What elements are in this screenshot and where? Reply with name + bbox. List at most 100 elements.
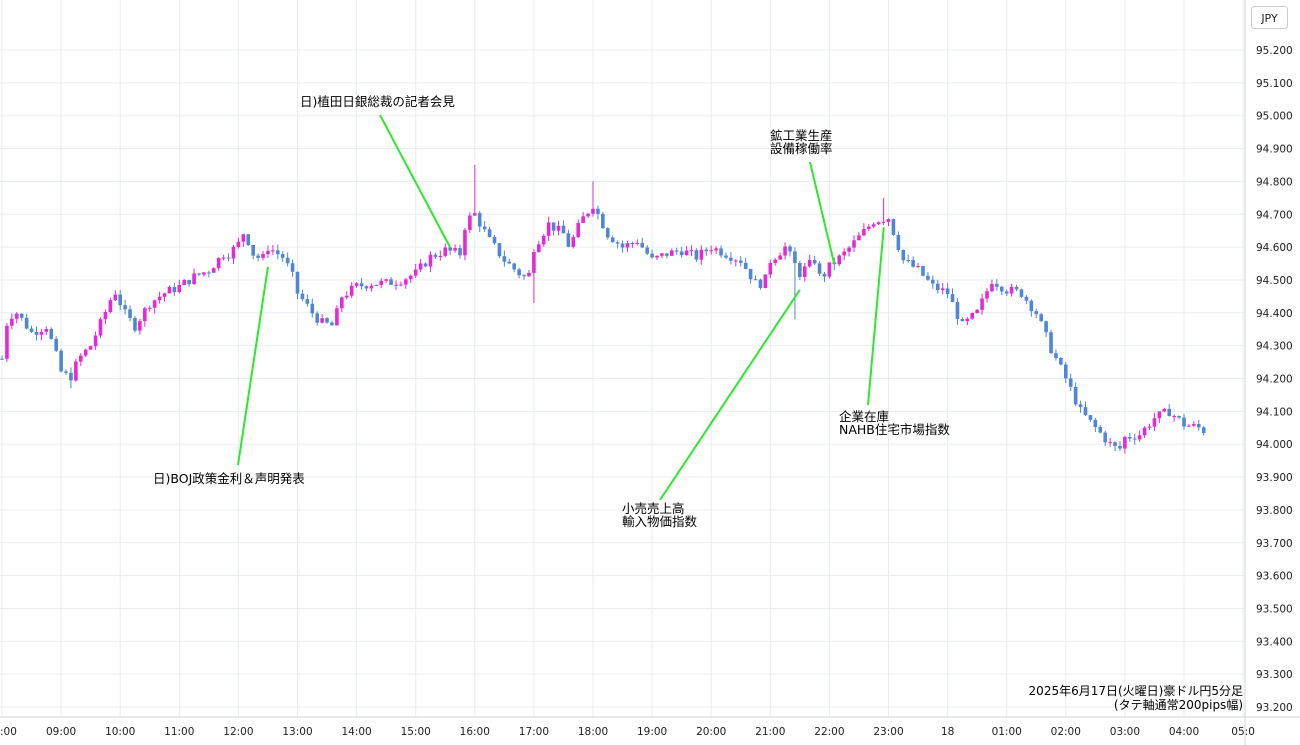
candle (69, 367, 73, 389)
candle-body (231, 246, 236, 259)
candle (758, 278, 763, 290)
candle (507, 258, 512, 264)
candle-body (512, 263, 516, 270)
candle (576, 219, 581, 238)
candle (1128, 432, 1132, 442)
candle (773, 258, 778, 266)
candle-body (108, 300, 113, 313)
candle-body (852, 240, 856, 248)
currency-label[interactable]: JPY (1251, 6, 1288, 29)
annotation-line (659, 289, 801, 501)
candle-body (571, 237, 576, 247)
candle (1113, 441, 1117, 452)
candle-body (1201, 427, 1206, 434)
candle-body (605, 228, 610, 238)
candle (1108, 437, 1112, 447)
candle-body (502, 256, 507, 262)
candle-body (802, 266, 807, 278)
candle-body (1137, 435, 1142, 440)
candle-body (315, 313, 319, 323)
candle (970, 312, 975, 320)
candle (354, 282, 359, 288)
candle-body (586, 213, 590, 217)
candle (34, 326, 39, 341)
candle (527, 269, 531, 277)
candle (162, 292, 167, 302)
y-tick-label: 94.500 (1256, 275, 1293, 287)
candle (192, 268, 196, 285)
candle-body (5, 325, 9, 359)
candle-body (389, 279, 393, 285)
candle-body (734, 260, 738, 262)
candle (280, 251, 285, 262)
candle-body (660, 253, 664, 256)
candle (960, 317, 965, 322)
candle-body (955, 302, 960, 319)
candle-body (911, 260, 915, 267)
candle-body (635, 242, 640, 244)
candle (935, 279, 940, 294)
candle (546, 216, 551, 241)
candle-body (935, 283, 940, 291)
x-tick-label: 17:00 (519, 726, 549, 738)
candle (1078, 400, 1083, 413)
candle (167, 285, 172, 294)
candle-body (620, 243, 625, 248)
candle-body (492, 236, 497, 244)
candle (256, 253, 260, 262)
candle-body (965, 318, 970, 322)
candle-body (369, 285, 374, 289)
candle (537, 240, 541, 253)
candle-body (1103, 432, 1107, 443)
candle (1196, 420, 1201, 431)
candle-body (940, 288, 945, 291)
candle-body (335, 308, 339, 326)
candle (88, 345, 93, 350)
candle (734, 259, 738, 267)
y-tick-label: 94.600 (1256, 242, 1293, 254)
x-tick-label: 13:00 (282, 726, 312, 738)
candle-body (674, 250, 679, 252)
candle-body (1039, 314, 1043, 322)
candle (891, 218, 896, 236)
annotation: 日)BOJ政策金利＆声明発表 (153, 266, 305, 486)
y-tick-label: 93.600 (1256, 571, 1293, 583)
candle-body (990, 283, 994, 292)
candle (541, 234, 546, 247)
candle (886, 218, 891, 226)
candle (1142, 426, 1147, 438)
candle-body (778, 255, 782, 260)
candle (172, 282, 177, 297)
candle (1088, 414, 1093, 422)
candle-body (216, 257, 221, 269)
candle (290, 259, 295, 277)
candle (1182, 413, 1186, 430)
axis-layer: 95.200 95.100 95.000 94.900 94.800 94.700 94.6… (0, 45, 1293, 738)
candle (586, 213, 590, 219)
grid-layer (0, 0, 1245, 717)
candle (842, 248, 846, 261)
y-tick-label: 93.300 (1256, 669, 1293, 681)
candle (699, 245, 704, 265)
candle-body (113, 294, 118, 301)
candle-body (719, 248, 723, 256)
candle-body (64, 371, 68, 373)
candle-body (177, 284, 182, 293)
candle (620, 240, 625, 253)
candle-body (931, 279, 935, 284)
candle-body (679, 251, 684, 256)
candle (694, 248, 699, 262)
candle (207, 270, 211, 278)
candle-body (876, 222, 881, 225)
x-tick-label: 20:00 (696, 726, 726, 738)
candle (477, 210, 482, 232)
candle (630, 241, 635, 248)
candle (59, 348, 63, 373)
candle (1064, 362, 1068, 384)
candle (867, 223, 871, 232)
candle-body (729, 257, 733, 261)
candle (807, 254, 812, 268)
candle-body (207, 272, 211, 274)
